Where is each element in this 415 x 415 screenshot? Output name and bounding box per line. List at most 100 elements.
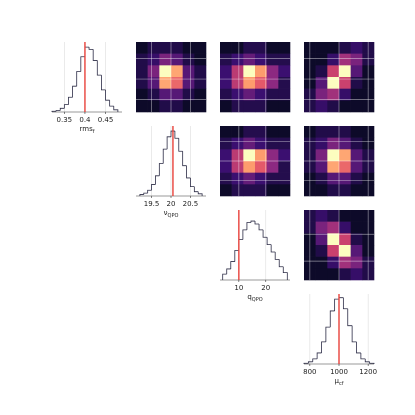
density-cell	[339, 268, 351, 281]
density-cell	[315, 268, 328, 281]
density-cell	[266, 184, 279, 197]
x-axis-label-sub: cf	[339, 381, 344, 387]
histogram-step	[234, 250, 239, 262]
histogram-step	[55, 110, 61, 112]
density-cell	[171, 42, 183, 54]
density-cell	[194, 53, 207, 66]
density-cell	[220, 126, 232, 138]
density-cell	[136, 42, 148, 54]
x-tick-label: 10	[234, 284, 243, 292]
density-cell	[339, 245, 351, 257]
histogram-step	[182, 151, 187, 167]
histogram-step	[178, 138, 183, 152]
density-cell	[159, 100, 172, 113]
x-tick-label: 1200	[359, 368, 377, 376]
histogram-step	[316, 352, 322, 359]
density-cell	[315, 221, 328, 234]
density-cell	[350, 210, 363, 222]
histogram-step	[155, 175, 160, 185]
density-cell	[350, 268, 363, 281]
density-cell	[315, 42, 328, 54]
density-cell	[339, 221, 351, 234]
histogram-step	[369, 361, 375, 364]
density-cell	[220, 53, 232, 66]
histogram-step	[347, 308, 353, 327]
density-cell	[327, 210, 340, 222]
x-tick-label: 0.45	[98, 116, 114, 124]
density-cell	[350, 161, 363, 173]
density-cell	[350, 245, 363, 257]
density-cell	[266, 77, 279, 89]
histogram-step	[197, 191, 203, 196]
x-tick-label: 0.35	[57, 116, 73, 124]
density-cell	[339, 161, 351, 173]
density-cell	[243, 65, 256, 78]
density-cell	[231, 126, 244, 138]
histogram-step	[282, 266, 288, 280]
density-cell	[339, 149, 351, 162]
density-cell	[327, 77, 340, 89]
density-cell	[266, 88, 279, 101]
histogram-step	[190, 177, 195, 188]
density-cell	[159, 88, 172, 101]
density-cell	[171, 88, 183, 101]
density-cell	[350, 88, 363, 101]
density-cell	[182, 100, 195, 113]
histogram-step	[63, 104, 69, 109]
density-cell	[327, 245, 340, 257]
density-cell	[171, 53, 183, 66]
histogram-step	[158, 163, 164, 176]
density-cell	[315, 65, 328, 78]
density-cell	[231, 77, 244, 89]
histogram-step	[334, 298, 339, 311]
histogram-step	[68, 96, 73, 105]
density-cell	[159, 53, 172, 66]
density-cell	[350, 221, 363, 234]
x-axis-label: νQPO	[164, 209, 179, 219]
density-cell	[243, 137, 256, 150]
histogram-step	[109, 100, 114, 107]
histogram-step	[266, 237, 272, 246]
density-cell	[231, 42, 244, 54]
x-axis-label-main: rms	[80, 125, 94, 133]
density-cell	[350, 256, 363, 269]
x-tick-label: 1000	[330, 368, 348, 376]
density-cell	[266, 100, 279, 113]
density-cell	[255, 88, 267, 101]
density-cell	[243, 172, 256, 185]
density-cell	[339, 65, 351, 78]
density-cell	[231, 65, 244, 78]
x-axis-label: μcf	[335, 377, 344, 387]
density-cell	[278, 42, 291, 54]
density-cell	[315, 88, 328, 101]
density-cell	[220, 184, 232, 197]
density-cell	[243, 53, 256, 66]
density-cell	[255, 53, 267, 66]
density-cell	[350, 42, 363, 54]
density-cell	[255, 77, 267, 89]
density-cell	[327, 126, 340, 138]
density-cell	[350, 149, 363, 162]
density-cell	[278, 161, 291, 173]
density-cell	[327, 161, 340, 173]
density-cell	[350, 53, 363, 66]
histogram-step	[222, 273, 227, 280]
density-cell	[182, 53, 195, 66]
density-cell	[327, 42, 340, 54]
histogram-step	[166, 136, 171, 150]
density-cell	[278, 100, 291, 113]
histogram-step	[325, 326, 331, 342]
density-cell	[159, 77, 172, 89]
density-cell	[231, 137, 244, 150]
x-axis-label: rmsf	[80, 125, 95, 135]
density-cell	[220, 100, 232, 113]
density-cell	[339, 172, 351, 185]
histogram-step	[303, 362, 309, 364]
histogram-step	[242, 229, 247, 240]
density-cell	[350, 137, 363, 150]
density-cell	[278, 77, 291, 89]
density-cell	[350, 100, 363, 113]
histogram-step	[139, 194, 144, 196]
x-tick-label: 20	[261, 284, 270, 292]
